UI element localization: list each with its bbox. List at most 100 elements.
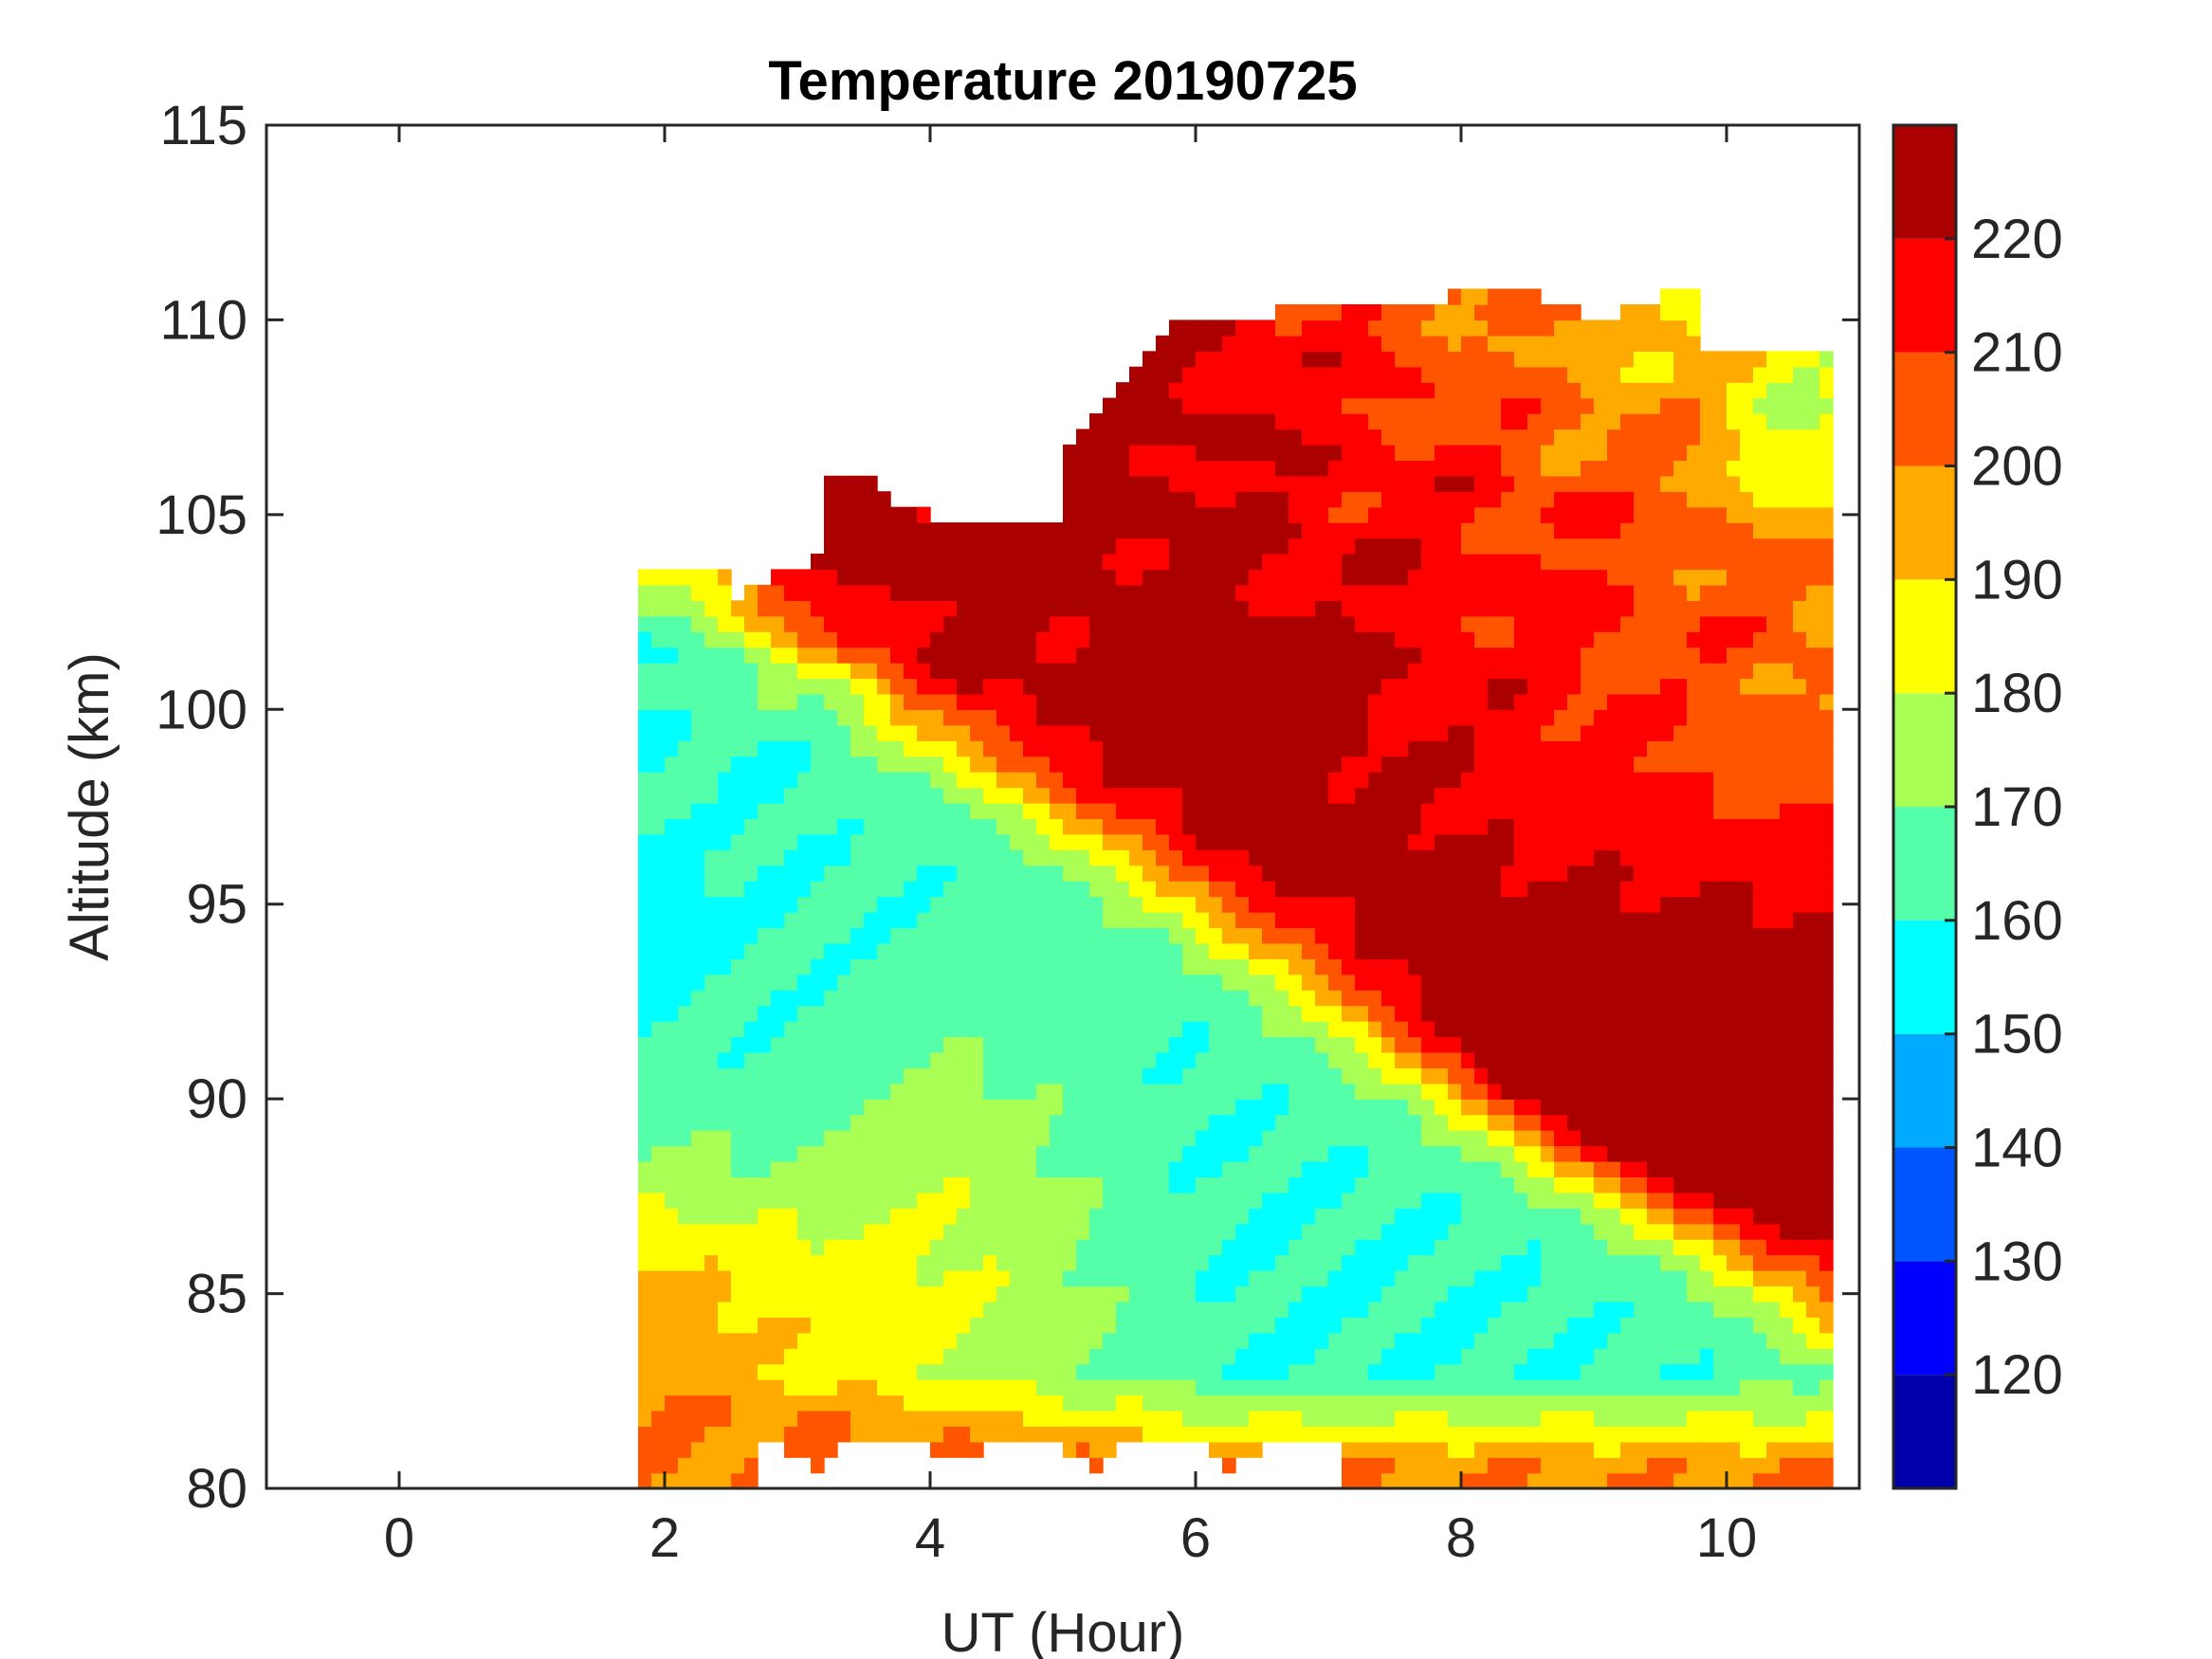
contour-cell	[1541, 693, 1555, 710]
contour-cell	[797, 1317, 812, 1334]
contour-cell	[1594, 413, 1608, 430]
contour-cell	[1235, 397, 1250, 414]
contour-cell	[758, 709, 772, 726]
contour-cell	[1488, 1067, 1502, 1085]
contour-cell	[1581, 1285, 1595, 1303]
contour-cell	[983, 1145, 997, 1162]
contour-cell	[970, 1301, 984, 1318]
contour-cell	[943, 849, 958, 866]
contour-cell	[1249, 693, 1263, 710]
contour-cell	[1607, 319, 1621, 337]
contour-cell	[704, 881, 719, 898]
contour-cell	[811, 740, 825, 757]
contour-cell	[1209, 1176, 1223, 1194]
contour-cell	[1488, 802, 1502, 820]
contour-cell	[1222, 569, 1236, 586]
contour-cell	[1461, 1441, 1475, 1458]
contour-cell	[1395, 475, 1409, 492]
contour-cell	[996, 584, 1011, 601]
contour-cell	[957, 1130, 971, 1147]
contour-cell	[824, 1301, 838, 1318]
contour-cell	[1461, 600, 1475, 617]
contour-cell	[943, 802, 958, 820]
contour-cell	[1607, 709, 1621, 726]
contour-cell	[1235, 1301, 1250, 1318]
contour-cell	[1076, 865, 1090, 882]
contour-cell	[704, 1441, 719, 1458]
contour-cell	[1355, 1457, 1369, 1474]
contour-cell	[1023, 927, 1037, 944]
contour-cell	[1275, 693, 1289, 710]
contour-cell	[930, 1114, 944, 1131]
contour-cell	[1381, 772, 1396, 789]
contour-cell	[957, 990, 971, 1007]
contour-cell	[1581, 896, 1595, 913]
contour-cell	[1182, 756, 1197, 773]
contour-cell	[1408, 1332, 1422, 1349]
contour-cell	[824, 1348, 838, 1365]
contour-cell	[1289, 553, 1303, 571]
contour-cell	[784, 1114, 798, 1131]
contour-cell	[1554, 397, 1568, 414]
contour-cell	[904, 693, 918, 710]
contour-cell	[1249, 491, 1263, 508]
contour-cell	[996, 756, 1011, 773]
contour-cell	[864, 1208, 878, 1225]
contour-cell	[904, 896, 918, 913]
contour-cell	[1023, 724, 1037, 741]
contour-cell	[718, 1239, 732, 1256]
contour-cell	[1395, 1005, 1409, 1022]
contour-cell	[1581, 1441, 1595, 1458]
contour-cell	[1395, 1285, 1409, 1303]
contour-cell	[1554, 584, 1568, 601]
contour-cell	[983, 1051, 997, 1068]
contour-cell	[970, 1332, 984, 1349]
contour-cell	[1235, 615, 1250, 632]
contour-cell	[1302, 1223, 1316, 1240]
contour-cell	[1103, 538, 1117, 555]
contour-cell	[758, 1332, 772, 1349]
contour-cell	[957, 802, 971, 820]
contour-cell	[731, 772, 745, 789]
contour-cell	[1355, 1254, 1369, 1271]
contour-cell	[1448, 1083, 1462, 1100]
contour-cell	[1421, 1301, 1435, 1318]
contour-cell	[1262, 475, 1276, 492]
contour-cell	[1196, 1005, 1210, 1022]
contour-cell	[797, 911, 812, 929]
contour-cell	[1355, 631, 1369, 648]
contour-cell	[758, 1130, 772, 1147]
contour-cell	[1607, 428, 1621, 446]
contour-cell	[1196, 491, 1210, 508]
contour-cell	[864, 881, 878, 898]
contour-cell	[1501, 1160, 1515, 1178]
contour-cell	[1381, 506, 1396, 523]
contour-cell	[1488, 833, 1502, 850]
contour-cell	[1594, 849, 1608, 866]
contour-cell	[957, 1395, 971, 1412]
contour-cell	[1527, 1363, 1542, 1380]
contour-cell	[1328, 1269, 1343, 1287]
contour-cell	[1089, 1395, 1104, 1412]
contour-cell	[1527, 1254, 1542, 1271]
contour-cell	[784, 1005, 798, 1022]
contour-cell	[665, 1005, 679, 1022]
contour-cell	[1050, 600, 1064, 617]
contour-cell	[1554, 1395, 1568, 1412]
contour-cell	[1235, 584, 1250, 601]
contour-cell	[1381, 693, 1396, 710]
contour-cell	[1036, 647, 1051, 664]
contour-cell	[1368, 600, 1382, 617]
contour-cell	[1328, 584, 1343, 601]
contour-cell	[1289, 772, 1303, 789]
contour-cell	[1448, 1160, 1462, 1178]
contour-cell	[1461, 413, 1475, 430]
contour-cell	[1594, 1130, 1608, 1147]
contour-cell	[771, 584, 785, 601]
contour-cell	[1262, 927, 1276, 944]
contour-cell	[1089, 1332, 1104, 1349]
contour-cell	[771, 833, 785, 850]
contour-cell	[1209, 382, 1223, 399]
contour-cell	[1182, 1208, 1197, 1225]
contour-cell	[811, 833, 825, 850]
